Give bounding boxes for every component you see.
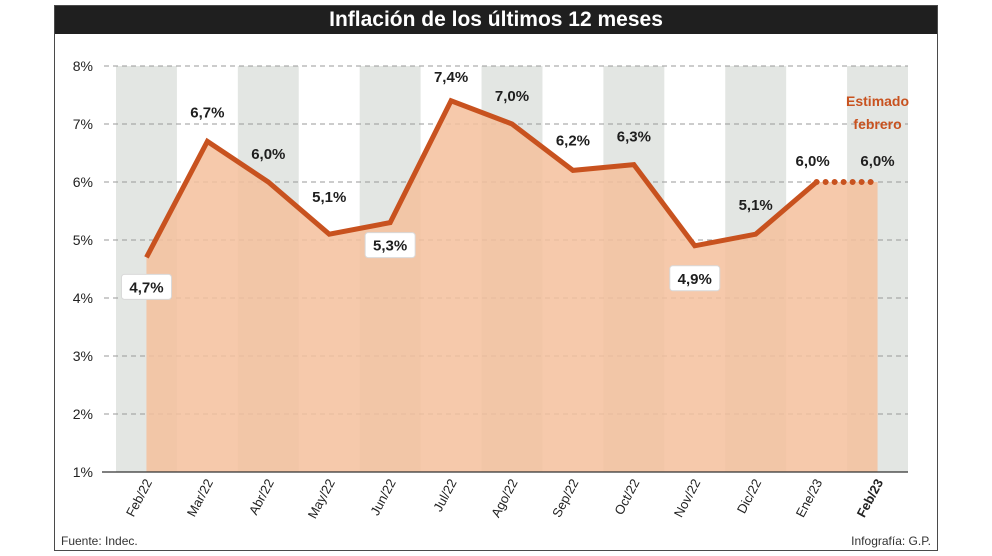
source-note: Fuente: Indec. (61, 534, 138, 548)
data-label: 7,4% (434, 69, 468, 86)
data-label: 6,0% (860, 153, 894, 170)
series-area (146, 100, 878, 473)
data-label: 5,1% (312, 189, 346, 206)
data-label: 6,3% (617, 129, 651, 146)
x-tick-label: May/22 (305, 476, 338, 521)
x-tick-label: Jun/22 (367, 476, 399, 518)
data-label: 4,7% (129, 279, 163, 296)
x-tick-label: Nov/22 (671, 476, 704, 519)
data-label: 5,1% (739, 197, 773, 214)
estimate-annotation-line: Estimado (846, 93, 909, 109)
x-tick-label: Mar/22 (184, 476, 216, 519)
x-tick-label: Oct/22 (611, 476, 642, 517)
data-label: 6,0% (796, 153, 830, 170)
x-tick-label: Dic/22 (734, 476, 765, 516)
x-tick-label: Feb/22 (123, 476, 155, 519)
y-tick-label: 8% (73, 58, 93, 74)
y-tick-label: 2% (73, 406, 93, 422)
data-label-box (120, 273, 172, 300)
data-label-box (364, 232, 416, 259)
x-tick-label: Ago/22 (488, 476, 521, 519)
x-tick-label: Feb/23 (854, 476, 887, 519)
data-label: 4,9% (678, 271, 712, 288)
x-tick-label: Jul/22 (430, 476, 460, 514)
y-tick-label: 1% (73, 464, 93, 480)
x-tick-label: Abr/22 (246, 476, 277, 517)
series-line (144, 97, 819, 259)
data-label-box (669, 265, 721, 292)
y-tick-label: 6% (73, 174, 93, 190)
estimate-annotation-line: febrero (853, 116, 901, 132)
y-tick-label: 7% (73, 116, 93, 132)
data-label: 6,0% (251, 146, 285, 163)
y-tick-label: 4% (73, 290, 93, 306)
credit-note: Infografía: G.P. (851, 534, 931, 548)
data-label: 6,7% (190, 104, 224, 121)
y-tick-label: 3% (73, 348, 93, 364)
data-label: 7,0% (495, 88, 529, 105)
data-label: 5,3% (373, 238, 407, 255)
x-tick-label: Sep/22 (549, 476, 582, 519)
x-tick-label: Ene/23 (793, 476, 826, 519)
data-label: 6,2% (556, 132, 590, 149)
y-tick-label: 5% (73, 232, 93, 248)
chart-title: Inflación de los últimos 12 meses (55, 6, 937, 34)
